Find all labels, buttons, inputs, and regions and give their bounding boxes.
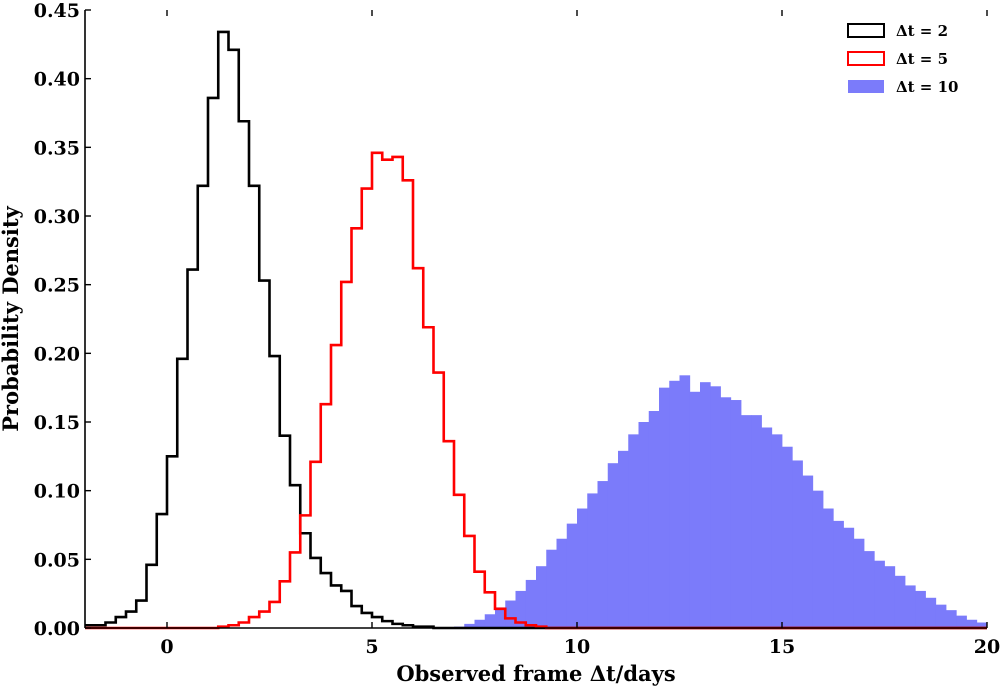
- legend-label-dt2: Δt = 2: [896, 22, 948, 40]
- histogram-bar: [659, 387, 670, 628]
- series-3: [454, 375, 988, 628]
- histogram-bar: [618, 450, 629, 628]
- histogram-bar: [843, 527, 855, 628]
- histogram-bar: [751, 415, 762, 628]
- histogram-bar: [720, 397, 732, 628]
- histogram-bar: [853, 538, 865, 628]
- histogram-bar: [812, 490, 824, 628]
- y-axis-label: Probability Density: [0, 205, 23, 431]
- histogram-bar: [833, 520, 844, 628]
- histogram-bar: [515, 590, 527, 628]
- legend-swatch-dt5: [847, 51, 885, 66]
- legend-item-dt2: Δt = 2: [847, 22, 948, 40]
- histogram-bar: [956, 615, 967, 628]
- plot-area: 0 5 10 15 20 0.00 0.05 0.10 0.15 0.20 0.25 0.30 0.3…: [34, 0, 1000, 658]
- histogram-bar: [874, 560, 885, 628]
- histogram-bar: [597, 481, 609, 628]
- histogram-bar: [689, 391, 701, 628]
- histogram-bar: [587, 493, 598, 628]
- axes-layer: 0 5 10 15 20 0.00 0.05 0.10 0.15 0.20 0.25 0.30 0.3…: [34, 0, 1000, 658]
- legend-item-dt5: Δt = 5: [847, 50, 948, 68]
- histogram-bar: [628, 434, 639, 628]
- x-tick-label: 10: [564, 636, 590, 658]
- legend-item-dt10: Δt = 10: [848, 78, 958, 96]
- x-tick-label: 5: [365, 636, 378, 658]
- histogram-bar: [577, 508, 588, 628]
- y-tick-label: 0.35: [34, 137, 80, 159]
- histogram-bar: [884, 566, 896, 628]
- histogram-bar: [638, 422, 650, 628]
- legend: Δt = 2 Δt = 5 Δt = 10: [847, 22, 958, 96]
- histogram-bar: [710, 386, 721, 628]
- histogram-bar: [464, 623, 475, 628]
- histogram-bar: [525, 579, 537, 628]
- histogram-bar: [761, 427, 773, 628]
- series-layer: [85, 30, 988, 630]
- histogram-bar: [925, 597, 937, 628]
- histogram-bar: [976, 622, 988, 628]
- histogram-bar: [495, 607, 506, 628]
- histogram-bar: [782, 446, 793, 628]
- legend-swatch-dt2: [847, 23, 885, 38]
- y-tick-label: 0.20: [34, 343, 80, 365]
- y-tick-label: 0.05: [34, 549, 80, 571]
- x-tick-label: 15: [769, 636, 795, 658]
- histogram-bar: [607, 463, 619, 628]
- histogram-bar: [792, 460, 803, 628]
- histogram-bar: [556, 538, 568, 628]
- y-tick-label: 0.30: [34, 206, 80, 228]
- x-ticks: 0 5 10 15 20: [160, 10, 1000, 658]
- histogram-bar: [546, 549, 557, 628]
- y-tick-label: 0.45: [34, 0, 80, 22]
- histogram-bar: [648, 411, 660, 628]
- histogram-bar: [915, 590, 926, 628]
- histogram-bar: [935, 604, 947, 628]
- histogram-bar: [864, 551, 875, 628]
- histogram-bar: [669, 380, 680, 628]
- histogram-bar: [823, 508, 834, 628]
- legend-swatch-dt10: [848, 80, 884, 93]
- x-tick-label: 0: [160, 636, 173, 658]
- histogram-bar: [730, 400, 742, 628]
- histogram-bar: [536, 566, 547, 628]
- histogram-bar: [894, 575, 906, 628]
- histogram-bar: [474, 619, 486, 628]
- legend-label-dt10: Δt = 10: [896, 78, 958, 96]
- histogram-bar: [771, 434, 783, 628]
- y-tick-label: 0.15: [34, 412, 80, 434]
- x-axis-label: Observed frame Δt/days: [396, 661, 675, 686]
- histogram-bar: [679, 375, 691, 628]
- histogram-bar: [700, 382, 711, 628]
- histogram-bar: [484, 614, 496, 628]
- y-tick-label: 0.40: [34, 69, 80, 91]
- histogram-bar: [946, 610, 957, 628]
- x-tick-label: 20: [974, 636, 1000, 658]
- y-tick-label: 0.10: [34, 481, 80, 503]
- legend-label-dt5: Δt = 5: [896, 50, 948, 68]
- histogram-bar: [741, 415, 752, 628]
- histogram-bar: [802, 475, 814, 628]
- histogram-bar: [966, 619, 978, 628]
- histogram-bar: [905, 585, 916, 628]
- histogram-bar: [505, 600, 516, 628]
- y-tick-label: 0.25: [34, 275, 80, 297]
- y-ticks: 0.00 0.05 0.10 0.15 0.20 0.25 0.30 0.35 0.40 0.45: [34, 0, 91, 640]
- histogram-bar: [566, 523, 578, 628]
- y-tick-label: 0.00: [34, 618, 80, 640]
